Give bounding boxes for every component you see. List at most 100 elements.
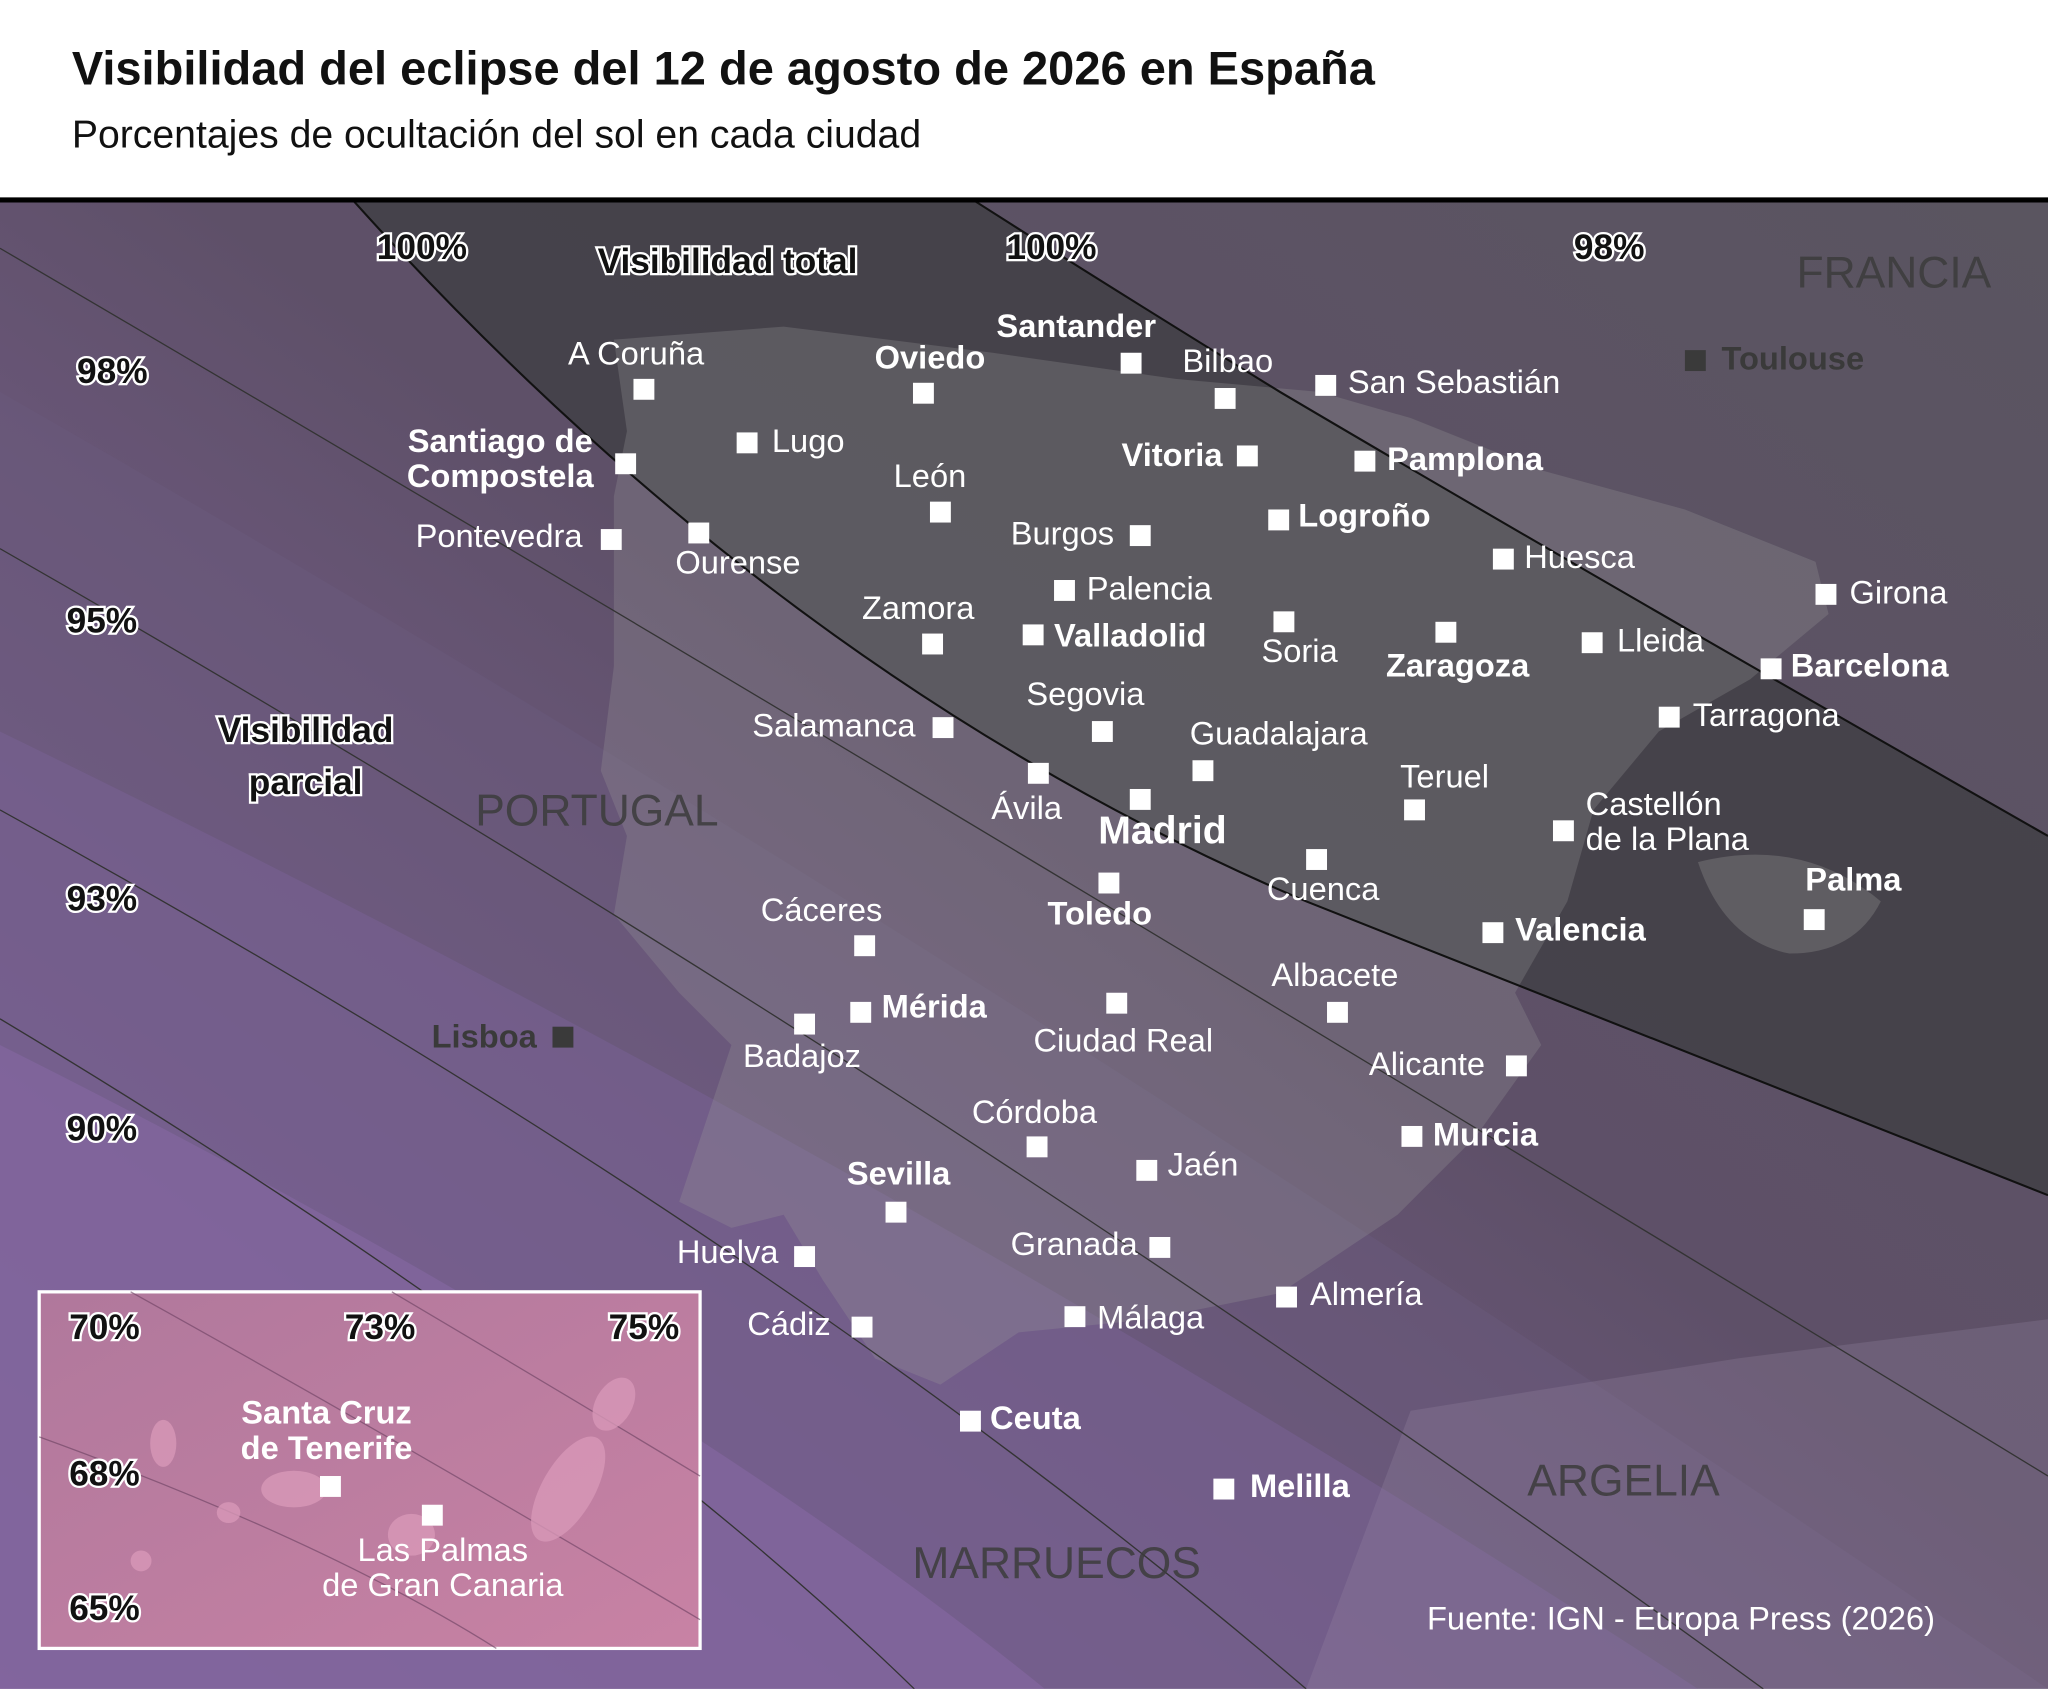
city-marker xyxy=(794,1013,816,1035)
city-marker xyxy=(1054,580,1075,601)
city-marker xyxy=(1760,658,1782,680)
contour-line xyxy=(972,199,2048,837)
city-label-line: Oviedo xyxy=(875,338,986,375)
city-label-line: Toledo xyxy=(1047,894,1152,931)
totality-band xyxy=(352,199,2048,1196)
city-label: Mérida xyxy=(882,987,988,1024)
city-marker xyxy=(1327,1001,1348,1023)
city-label: Tarragona xyxy=(1693,696,1841,733)
city-label-line: Almería xyxy=(1310,1274,1423,1311)
city-label: Huelva xyxy=(677,1233,779,1270)
city-label-line: de Gran Canaria xyxy=(322,1566,564,1603)
city-label: Huesca xyxy=(1524,538,1636,575)
city-label: Guadalajara xyxy=(1190,714,1369,751)
city-label: Badajoz xyxy=(743,1037,861,1074)
contour-line xyxy=(351,199,2048,1197)
city-label-line: Logroño xyxy=(1298,496,1430,533)
city-label: Albacete xyxy=(1271,956,1398,993)
city-label: Palma xyxy=(1805,860,1902,897)
city-marker xyxy=(960,1410,981,1432)
city-label-line: San Sebastián xyxy=(1348,363,1560,400)
city-marker xyxy=(615,453,637,475)
city-marker xyxy=(1026,1136,1048,1158)
city-label: Girona xyxy=(1849,573,1948,610)
city-label-line: de Tenerife xyxy=(241,1429,413,1466)
city-label-line: Las Palmas xyxy=(358,1530,529,1567)
city-label: Zamora xyxy=(862,589,975,626)
city-marker xyxy=(912,382,934,404)
city-marker xyxy=(1098,872,1120,894)
contour-line xyxy=(0,548,1764,1689)
city-marker xyxy=(1492,548,1514,570)
inset-contour-label: 70% xyxy=(69,1308,140,1347)
city-marker xyxy=(552,1026,574,1048)
city-label-line: Segovia xyxy=(1026,675,1145,712)
city-marker xyxy=(1129,788,1151,810)
iberia-land xyxy=(600,326,1829,1385)
city-label-line: Zaragoza xyxy=(1386,646,1530,683)
city-label: Almería xyxy=(1310,1274,1423,1311)
city-marker xyxy=(1505,1055,1527,1077)
city-label: Granada xyxy=(1011,1225,1139,1262)
city-label-line: Girona xyxy=(1849,573,1948,610)
city-marker xyxy=(1581,632,1603,654)
city-marker xyxy=(1214,388,1236,409)
zone-label: Visibilidad parcial xyxy=(218,711,394,802)
city-marker xyxy=(854,935,876,957)
city-marker xyxy=(1149,1236,1171,1258)
city-label-line: Santiago de xyxy=(408,421,593,458)
city-marker xyxy=(1658,706,1680,728)
city-marker xyxy=(1482,922,1504,944)
city-label: Pontevedra xyxy=(416,517,584,554)
city-marker xyxy=(1273,611,1295,633)
city-label: Burgos xyxy=(1011,514,1114,551)
contour-label: 98% xyxy=(77,352,148,391)
city-label: Salamanca xyxy=(752,706,916,743)
city-label: Ceuta xyxy=(990,1398,1082,1435)
city-marker xyxy=(1435,621,1457,643)
city-label-line: Santa Cruz xyxy=(241,1393,412,1430)
city-label-line: Lleida xyxy=(1617,621,1705,658)
city-label: Bilbao xyxy=(1182,342,1273,379)
city-label: Alicante xyxy=(1369,1045,1485,1082)
inset-contour-label: 75% xyxy=(609,1308,680,1347)
city-label: Melilla xyxy=(1250,1466,1351,1503)
city-label-line: Barcelona xyxy=(1791,646,1950,683)
city-label-line: Cuenca xyxy=(1267,869,1380,906)
city-label-line: Santander xyxy=(996,307,1156,344)
city-label-line: Albacete xyxy=(1271,956,1398,993)
city-label-line: Ciudad Real xyxy=(1033,1021,1213,1058)
city-label-line: Compostela xyxy=(407,457,595,494)
contour-label: 90% xyxy=(67,1110,138,1149)
city-label-line: Murcia xyxy=(1433,1115,1539,1152)
city-marker xyxy=(600,529,622,550)
city-marker xyxy=(1815,583,1837,605)
city-label-line: Lisboa xyxy=(432,1017,538,1054)
source: Fuente: IGN - Europa Press (2026) xyxy=(1427,1600,1935,1637)
country-label: PORTUGAL xyxy=(475,787,718,836)
city-label-line: Castellón xyxy=(1586,785,1722,822)
city-label-line: Salamanca xyxy=(752,706,916,743)
city-marker xyxy=(1684,350,1706,372)
city-label: Soria xyxy=(1261,632,1338,669)
contour-line xyxy=(0,809,1307,1689)
contour-label: 100% xyxy=(377,228,467,267)
contour-label: 98% xyxy=(1574,228,1645,267)
city-label: Valladolid xyxy=(1054,616,1206,653)
city-marker xyxy=(1091,721,1113,742)
city-marker xyxy=(1064,1306,1086,1328)
city-marker xyxy=(1306,849,1328,870)
city-label-line: Ávila xyxy=(991,789,1063,826)
city-label-line: Cádiz xyxy=(747,1304,830,1341)
city-label: Segovia xyxy=(1026,675,1145,712)
city-marker xyxy=(1136,1159,1158,1181)
city-label-line: Melilla xyxy=(1250,1466,1351,1503)
city-label-line: Pamplona xyxy=(1387,440,1544,477)
city-marker xyxy=(1803,909,1825,931)
city-marker xyxy=(1213,1478,1235,1500)
city-marker xyxy=(1276,1286,1297,1308)
city-marker xyxy=(885,1201,907,1223)
city-label-line: Jaén xyxy=(1168,1145,1239,1182)
city-label: Santa Cruz de Tenerife xyxy=(241,1393,413,1465)
city-label-line: Zamora xyxy=(862,589,975,626)
